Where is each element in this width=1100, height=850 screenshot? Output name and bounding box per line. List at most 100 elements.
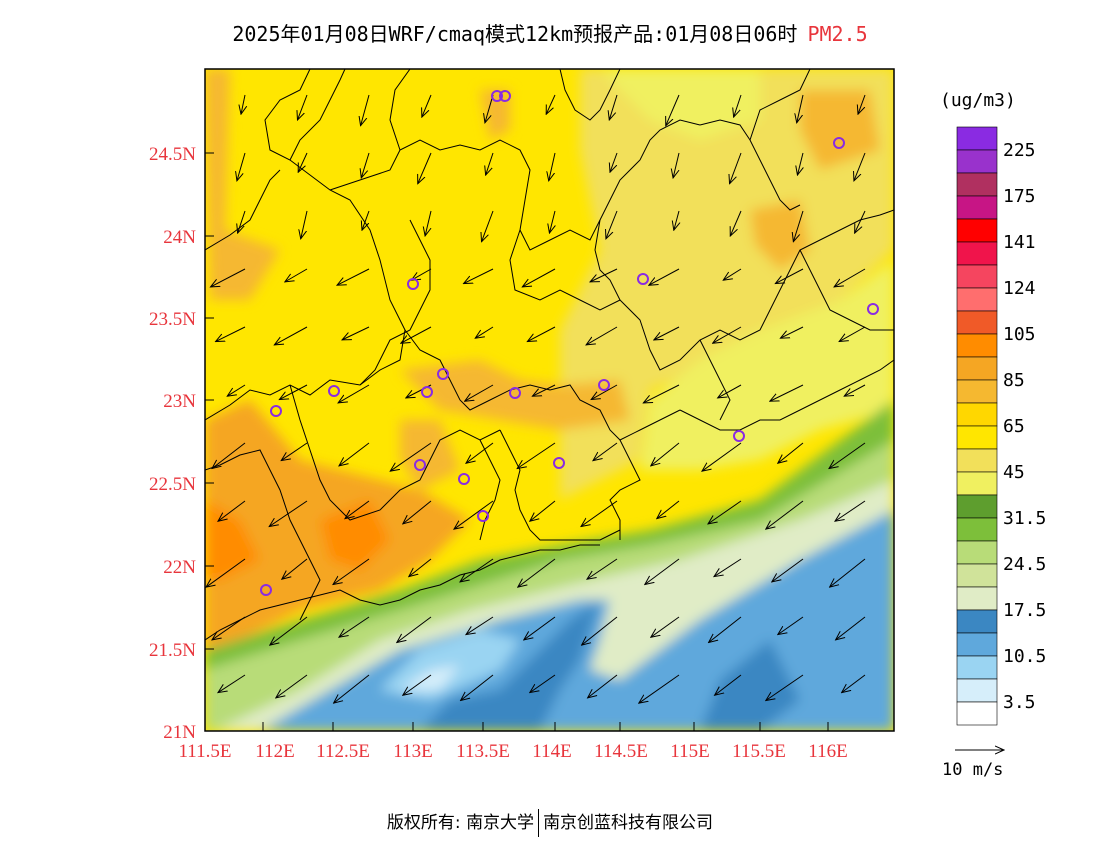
wind-arrow xyxy=(297,94,308,120)
wind-vectors xyxy=(206,94,866,703)
wind-arrow xyxy=(708,500,742,524)
x-tick-label: 114.5E xyxy=(594,741,648,762)
wind-arrow xyxy=(666,94,680,126)
wind-arrow xyxy=(466,442,494,463)
legend-label: 10.5 xyxy=(1003,646,1046,667)
x-tick-label: 113E xyxy=(393,741,432,762)
station-marker xyxy=(414,459,426,471)
color-legend: 225 175 141 124 105 85 65 45 31.5 24.5 17.5 10.5 3.5 xyxy=(956,126,1046,726)
wind-arrow xyxy=(397,616,432,643)
y-tick-label: 22N xyxy=(163,557,196,578)
legend-label: 124 xyxy=(1003,278,1036,299)
station-marker xyxy=(491,90,503,102)
wind-arrow xyxy=(778,616,804,635)
wind-arrow xyxy=(654,326,680,340)
wind-arrow xyxy=(461,674,494,701)
wind-arrow xyxy=(338,384,370,403)
station-marker xyxy=(270,405,282,417)
legend-label: 105 xyxy=(1003,324,1036,345)
legend-swatch xyxy=(956,287,998,312)
wind-arrow xyxy=(591,384,618,400)
wind-arrow xyxy=(218,674,246,693)
legend-swatch xyxy=(956,701,998,726)
legend-label: 31.5 xyxy=(1003,508,1046,529)
legend-label: 175 xyxy=(1003,186,1036,207)
x-tick-label: 111.5E xyxy=(179,741,232,762)
wind-arrow xyxy=(830,558,866,587)
wind-arrow xyxy=(657,500,680,519)
wind-arrow xyxy=(211,268,246,287)
legend-swatch xyxy=(956,586,998,611)
y-tick-label: 21.5N xyxy=(149,640,196,661)
wind-arrow xyxy=(639,674,680,703)
station-marker xyxy=(407,278,419,290)
x-tick-label: 112E xyxy=(255,741,294,762)
station-marker xyxy=(598,379,610,391)
wind-arrow xyxy=(734,94,742,117)
wind-arrow xyxy=(582,616,618,645)
station-marker xyxy=(260,584,272,596)
wind-arrow xyxy=(730,210,742,236)
legend-swatch xyxy=(956,149,998,174)
wind-arrow xyxy=(766,500,804,529)
wind-arrow xyxy=(281,442,308,461)
legend-swatch xyxy=(956,172,998,197)
wind-arrow xyxy=(276,674,308,698)
station-marker xyxy=(637,273,649,285)
wind-arrow xyxy=(770,384,804,401)
wind-arrow xyxy=(766,674,804,701)
station-marker xyxy=(867,303,879,315)
legend-label: 65 xyxy=(1003,416,1025,437)
station-marker xyxy=(458,473,470,485)
wind-arrow xyxy=(649,268,680,285)
wind-arrow xyxy=(418,152,432,184)
wind-arrow xyxy=(844,384,866,396)
wind-arrow xyxy=(645,558,680,585)
wind-arrow xyxy=(285,268,308,282)
station-marker xyxy=(499,90,511,102)
wind-arrow xyxy=(714,558,742,577)
legend-swatch xyxy=(956,517,998,542)
wind-arrow xyxy=(466,616,494,635)
wind-arrow xyxy=(709,616,742,643)
legend-swatch xyxy=(956,609,998,634)
wind-arrow xyxy=(713,326,742,343)
wind-arrow xyxy=(674,210,679,230)
x-tick-label: 113.5E xyxy=(456,741,510,762)
station-marker xyxy=(477,510,489,522)
copyright: 版权所有: 南京大学 南京创蓝科技有限公司 xyxy=(0,808,1100,837)
wind-arrow xyxy=(482,210,494,242)
x-tick-label: 115.5E xyxy=(732,741,786,762)
wind-arrow xyxy=(279,384,308,400)
copyright-separator xyxy=(538,809,540,837)
x-tick-label: 116E xyxy=(808,741,847,762)
wind-arrow xyxy=(390,442,432,471)
map-title: 2025年01月08日WRF/cmaq模式12km预报产品:01月08日06时 P… xyxy=(0,18,1100,47)
copyright-org2: 南京创蓝科技有限公司 xyxy=(543,813,714,833)
legend-label: 24.5 xyxy=(1003,554,1046,575)
wind-arrow xyxy=(475,326,494,338)
wind-arrow xyxy=(518,558,556,587)
station-marker xyxy=(833,137,845,149)
x-tick-label: 112.5E xyxy=(316,741,370,762)
y-tick-label: 22.5N xyxy=(149,474,196,495)
station-marker xyxy=(733,430,745,442)
wind-arrow xyxy=(401,326,432,343)
station-marker xyxy=(553,457,565,469)
wind-arrow xyxy=(772,558,804,582)
legend-swatch xyxy=(956,241,998,266)
axis-ticks xyxy=(205,152,829,731)
wind-arrow xyxy=(593,442,618,461)
copyright-owner-label: 版权所有: xyxy=(386,813,461,833)
wind-arrow xyxy=(549,152,556,181)
wind-arrow xyxy=(237,152,246,181)
legend-swatch xyxy=(956,678,998,703)
wind-arrow xyxy=(723,268,742,280)
legend-swatch xyxy=(956,218,998,243)
legend-unit: (ug/m3) xyxy=(940,90,1016,111)
wind-arrow xyxy=(715,674,742,695)
wind-arrow xyxy=(342,326,370,340)
wind-arrow xyxy=(238,210,246,233)
wind-arrow xyxy=(842,674,866,693)
wind-arrow xyxy=(362,210,370,230)
